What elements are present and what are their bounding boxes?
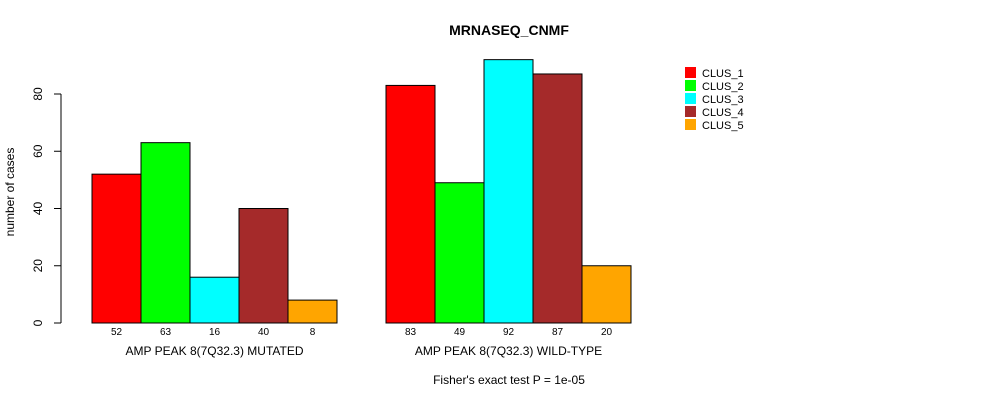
y-tick-label: 80 (31, 87, 45, 101)
group-label: AMP PEAK 8(7Q32.3) MUTATED (125, 344, 303, 358)
data-labels: 52 63 16 40 8 83 49 92 87 20 (111, 327, 613, 338)
y-tick-label: 0 (31, 319, 45, 326)
legend-label: CLUS_1 (702, 68, 744, 80)
y-tick-label: 40 (31, 202, 45, 216)
bar-clus-3-group-2 (483, 59, 534, 324)
legend-swatch (685, 67, 696, 78)
legend-swatch (685, 119, 696, 130)
y-axis-label: number of cases (3, 148, 17, 237)
legend-swatch (685, 80, 696, 91)
bar-value-label: 40 (258, 327, 270, 338)
y-axis: 0 20 40 60 80 (31, 87, 62, 326)
bar-clus-1-group-2 (385, 84, 436, 324)
bar-value-label: 20 (601, 327, 613, 338)
group-labels: AMP PEAK 8(7Q32.3) MUTATED AMP PEAK 8(7Q3… (125, 344, 602, 358)
bar-value-label: 87 (552, 327, 564, 338)
bar-value-label: 16 (209, 327, 221, 338)
bar-value-label: 49 (454, 327, 466, 338)
bar-clus-1-group-1 (91, 173, 142, 324)
group-label: AMP PEAK 8(7Q32.3) WILD-TYPE (415, 344, 602, 358)
bar-value-label: 8 (310, 327, 316, 338)
bar-value-label: 83 (405, 327, 417, 338)
footnote: Fisher's exact test P = 1e-05 (433, 373, 585, 387)
bar-value-label: 63 (160, 327, 172, 338)
legend-swatch (685, 93, 696, 104)
legend-label: CLUS_3 (702, 94, 744, 106)
bar-value-label: 52 (111, 327, 123, 338)
legend-label: CLUS_2 (702, 81, 744, 93)
bar-value-label: 92 (503, 327, 515, 338)
chart-title: MRNASEQ_CNMF (449, 22, 569, 38)
legend-swatch (685, 106, 696, 117)
legend-label: CLUS_4 (702, 107, 744, 119)
bars (91, 59, 632, 324)
y-tick-label: 60 (31, 144, 45, 158)
bar-clus-3-group-1 (189, 276, 240, 324)
y-tick-label: 20 (31, 259, 45, 273)
bar-clus-2-group-2 (434, 182, 485, 324)
bar-clus-5-group-2 (581, 265, 632, 324)
bar-clus-5-group-1 (287, 299, 338, 324)
bar-clus-4-group-1 (238, 208, 289, 324)
bar-clus-2-group-1 (140, 142, 191, 324)
bar-clus-4-group-2 (532, 73, 583, 324)
legend-label: CLUS_5 (702, 120, 744, 132)
